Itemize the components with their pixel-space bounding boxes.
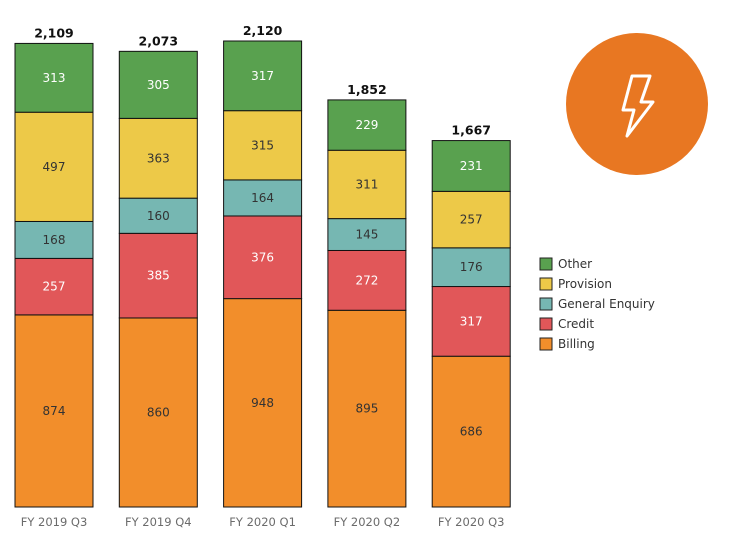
legend-item-other[interactable]: Other	[539, 257, 592, 271]
data-label-provision: 497	[43, 160, 66, 174]
bar-segment-provision[interactable]	[431, 190, 511, 249]
x-tick-label: FY 2020 Q3	[438, 515, 505, 529]
data-label-credit: 257	[43, 280, 66, 294]
legend-swatch	[539, 317, 553, 331]
data-label-billing: 895	[355, 402, 378, 416]
data-label-provision: 315	[251, 138, 274, 152]
legend-label: General Enquiry	[558, 297, 655, 311]
data-label-provision: 311	[355, 177, 378, 191]
data-label-credit: 376	[251, 250, 274, 264]
data-label-credit: 385	[147, 269, 170, 283]
legend-swatch	[539, 257, 553, 271]
legend-item-provision[interactable]: Provision	[539, 277, 612, 291]
totals-group: 2,109 2,073 2,120 1,852 1,667	[34, 23, 491, 138]
legend-label: Credit	[558, 317, 594, 331]
data-label-other: 229	[355, 118, 378, 132]
total-label: 2,120	[243, 23, 283, 38]
data-label-billing: 686	[460, 425, 483, 439]
total-label: 1,852	[347, 82, 387, 97]
data-label-general-enquiry: 176	[460, 260, 483, 274]
data-label-general-enquiry: 164	[251, 191, 274, 205]
data-label-other: 313	[43, 71, 66, 85]
bar-segment-general-enquiry[interactable]	[118, 197, 198, 234]
data-label-other: 317	[251, 69, 274, 83]
bar-segment-other[interactable]	[327, 99, 407, 151]
total-label: 2,109	[34, 25, 74, 40]
bar-segment-credit[interactable]	[118, 232, 198, 319]
bar-segment-billing[interactable]	[14, 314, 94, 508]
bar-segment-billing[interactable]	[118, 317, 198, 508]
legend-label: Provision	[558, 277, 612, 291]
legend-label: Other	[558, 257, 592, 271]
bar-segment-other[interactable]	[118, 50, 198, 119]
bar-segment-other[interactable]	[14, 42, 94, 113]
bar-segment-credit[interactable]	[223, 215, 303, 300]
data-label-other: 231	[460, 159, 483, 173]
legend-item-general-enquiry[interactable]: General Enquiry	[539, 297, 655, 311]
data-label-billing: 860	[147, 405, 170, 419]
data-label-provision: 257	[460, 213, 483, 227]
bar-segment-other[interactable]	[431, 140, 511, 192]
x-tick-label: FY 2020 Q2	[334, 515, 401, 529]
data-label-provision: 363	[147, 151, 170, 165]
x-tick-label: FY 2020 Q1	[229, 515, 296, 529]
x-axis-ticks: FY 2019 Q3 FY 2019 Q4 FY 2020 Q1 FY 2020 Q2…	[21, 515, 505, 529]
bar-segment-credit[interactable]	[327, 249, 407, 311]
bar-segment-billing[interactable]	[223, 298, 303, 508]
legend[interactable]: Other Provision General Enquiry Credit Billi…	[539, 257, 655, 351]
bar-segment-provision[interactable]	[327, 149, 407, 220]
legend-swatch	[539, 297, 553, 311]
badge	[566, 33, 708, 175]
data-label-other: 305	[147, 78, 170, 92]
legend-swatch	[539, 277, 553, 291]
bar-segment-provision[interactable]	[14, 111, 94, 222]
total-label: 2,073	[139, 33, 179, 48]
bar-segment-general-enquiry[interactable]	[223, 179, 303, 217]
legend-swatch	[539, 337, 553, 351]
legend-label: Billing	[558, 337, 595, 351]
data-label-credit: 272	[355, 273, 378, 287]
legend-item-billing[interactable]: Billing	[539, 337, 595, 351]
x-tick-label: FY 2019 Q4	[125, 515, 192, 529]
total-label: 1,667	[451, 123, 491, 138]
bar-segment-credit[interactable]	[14, 257, 94, 316]
badge-circle	[566, 33, 708, 175]
data-label-billing: 874	[43, 404, 66, 418]
x-tick-label: FY 2019 Q3	[21, 515, 88, 529]
bar-segment-general-enquiry[interactable]	[327, 218, 407, 251]
bars-group: 874 257 168 497 313 860 385 160 363 305 948 376 164 3…	[14, 40, 511, 508]
data-label-credit: 317	[460, 314, 483, 328]
bar-segment-billing[interactable]	[431, 355, 511, 508]
data-label-general-enquiry: 168	[43, 233, 66, 247]
bar-segment-general-enquiry[interactable]	[431, 247, 511, 288]
lightning-bolt-icon	[621, 74, 655, 138]
bar-segment-provision[interactable]	[118, 117, 198, 199]
bar-segment-billing[interactable]	[327, 309, 407, 508]
legend-item-credit[interactable]: Credit	[539, 317, 594, 331]
bar-segment-other[interactable]	[223, 40, 303, 112]
data-label-general-enquiry: 145	[355, 228, 378, 242]
data-label-billing: 948	[251, 396, 274, 410]
data-label-general-enquiry: 160	[147, 209, 170, 223]
